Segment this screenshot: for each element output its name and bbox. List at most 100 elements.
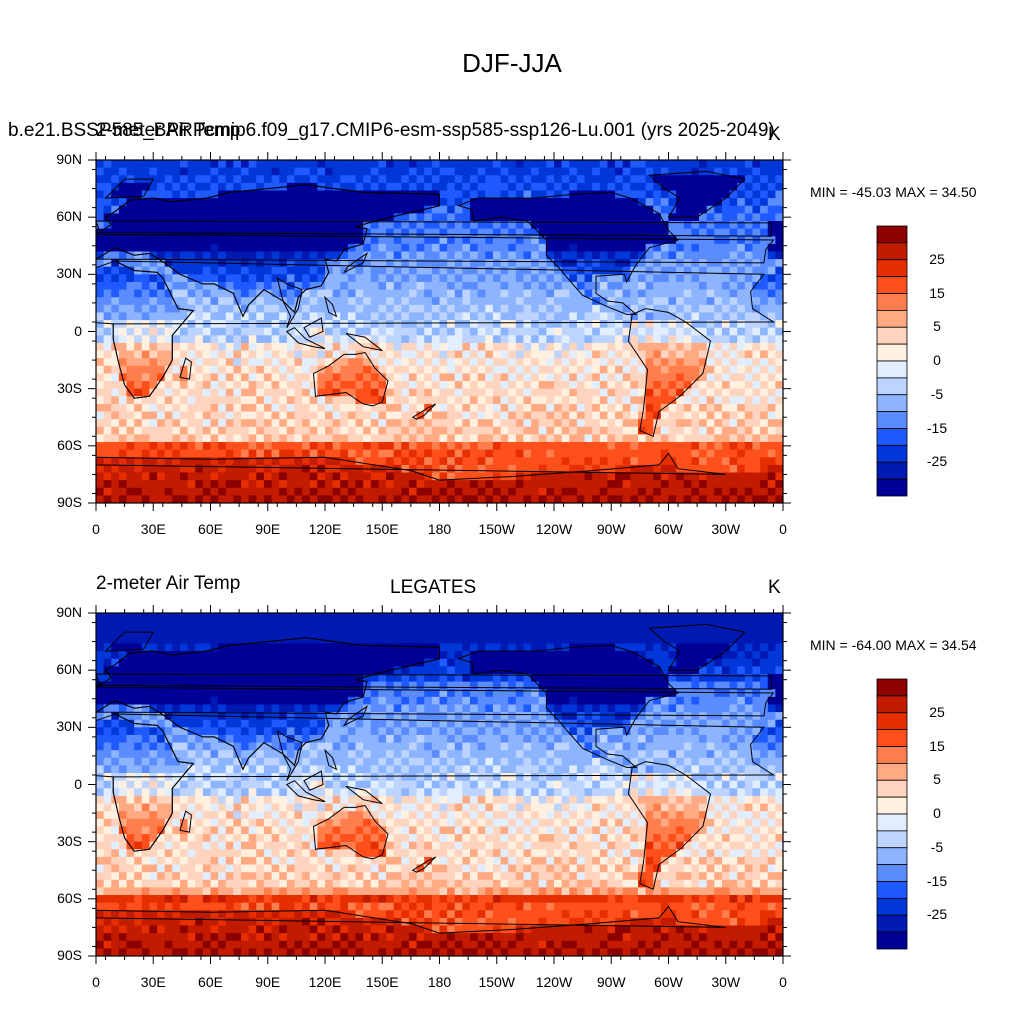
panel2-center-title: LEGATES [390,577,477,598]
colorbar-swatch [876,343,908,362]
lon-tick-label: 120E [308,521,342,537]
colorbar-swatch [876,411,908,429]
colorbar-swatch [876,428,908,446]
lon-tick-label: 0 [92,974,100,990]
lon-tick-label: 120E [308,974,342,990]
lon-tick-label: 30W [711,521,741,537]
lon-tick-label: 0 [779,974,787,990]
lat-tick-label: 0 [74,322,82,339]
lon-tick-label: 60E [198,521,223,537]
lon-tick-label: 150W [478,521,516,537]
colorbar-label: -5 [930,838,944,855]
colorbar-label: 0 [933,352,941,368]
lon-tick-label: 0 [779,521,787,537]
colorbar-swatch [876,847,908,866]
lat-tick-label: 60N [56,208,82,225]
colorbar-label: 15 [929,284,945,301]
colorbar-swatch [876,796,908,815]
colorbar-label: 25 [929,250,945,267]
lon-tick-label: 150E [365,974,399,990]
lon-tick-label: 150E [365,521,399,537]
colorbar-swatch [876,444,908,463]
colorbar-swatch [876,259,908,278]
lat-tick-label: 60N [56,661,82,678]
panel2-units: K [768,577,781,598]
colorbar-swatch [876,729,908,747]
colorbar-label: 5 [933,771,941,788]
map-panel-1 [88,152,908,511]
lon-tick-label: 90W [596,521,626,537]
colorbar-swatch [876,326,908,345]
lon-tick-label: 120W [535,974,573,990]
colorbar-swatch [876,695,908,714]
lon-tick-label: 90E [255,521,281,537]
lat-tick-label: 30N [56,718,82,735]
colorbar-swatch [876,461,908,480]
figure-title: DJF-JJA [462,48,562,78]
lon-tick-label: 120W [535,521,573,537]
colorbar-label: -25 [926,906,948,923]
colorbar-label: 15 [929,737,945,754]
colorbar-label: -25 [926,453,948,470]
temperature-field [96,613,783,956]
lat-tick-label: 90S [57,947,82,963]
colorbar-swatch [876,881,908,899]
colorbar-swatch [876,779,908,798]
lon-tick-label: 0 [92,521,100,537]
lon-tick-label: 30E [140,974,166,990]
lon-tick-label: 30W [711,974,741,990]
coastlines [96,170,776,503]
lat-tick-label: 0 [74,775,82,792]
lon-tick-label: 180 [427,974,452,990]
panel1-center-title: b.e21.BSSP585_BPRPcmip6.f09_g17.CMIP6-es… [8,120,775,141]
panel1-left-title: 2-meter Air Temp [96,120,241,141]
lat-tick-label: 30N [56,265,82,282]
colorbar-swatch [876,225,908,244]
colorbar-swatch [876,394,908,413]
colorbar-label: 25 [929,703,945,720]
colorbar-swatch [876,897,908,916]
colorbar-swatch [876,242,908,261]
colorbar-swatch [876,377,908,396]
colorbar-label: 0 [933,805,941,821]
colorbar-swatch [876,478,908,497]
panel2-minmax: MIN = -64.00 MAX = 34.54 [810,637,977,653]
lon-tick-label: 150W [478,974,516,990]
lon-tick-label: 180 [427,521,452,537]
lon-tick-label: 90E [255,974,281,990]
colorbar-swatch [876,293,908,311]
lat-tick-label: 90N [56,604,82,620]
colorbar [876,225,908,497]
panel1-minmax: MIN = -45.03 MAX = 34.50 [810,184,977,200]
temperature-field [96,160,783,503]
colorbar-swatch [876,931,908,950]
lon-tick-label: 60E [198,974,223,990]
colorbar-swatch [876,762,908,781]
colorbar-swatch [876,864,908,882]
lat-tick-label: 60S [57,436,82,453]
lon-tick-label: 90W [596,974,626,990]
colorbar-swatch [876,360,908,379]
colorbar-label: -5 [930,385,944,402]
colorbar [876,678,908,950]
lat-tick-label: 90S [57,494,82,510]
lon-tick-label: 60W [654,974,683,990]
colorbar-swatch [876,309,908,328]
coastlines [96,623,776,956]
lat-tick-label: 60S [57,889,82,906]
lat-tick-label: 90N [56,151,82,167]
colorbar-swatch [876,678,908,697]
colorbar-label: 5 [933,318,941,335]
lon-tick-label: 30E [140,521,166,537]
colorbar-swatch [876,746,908,764]
map-panel-2 [88,605,908,964]
lat-tick-label: 30S [57,832,82,849]
lat-tick-label: 30S [57,379,82,396]
panel2-left-title: 2-meter Air Temp [96,573,241,594]
colorbar-label: -15 [926,872,948,889]
colorbar-swatch [876,712,908,731]
colorbar-swatch [876,830,908,849]
colorbar-swatch [876,813,908,832]
panel1-units: K [768,124,781,145]
